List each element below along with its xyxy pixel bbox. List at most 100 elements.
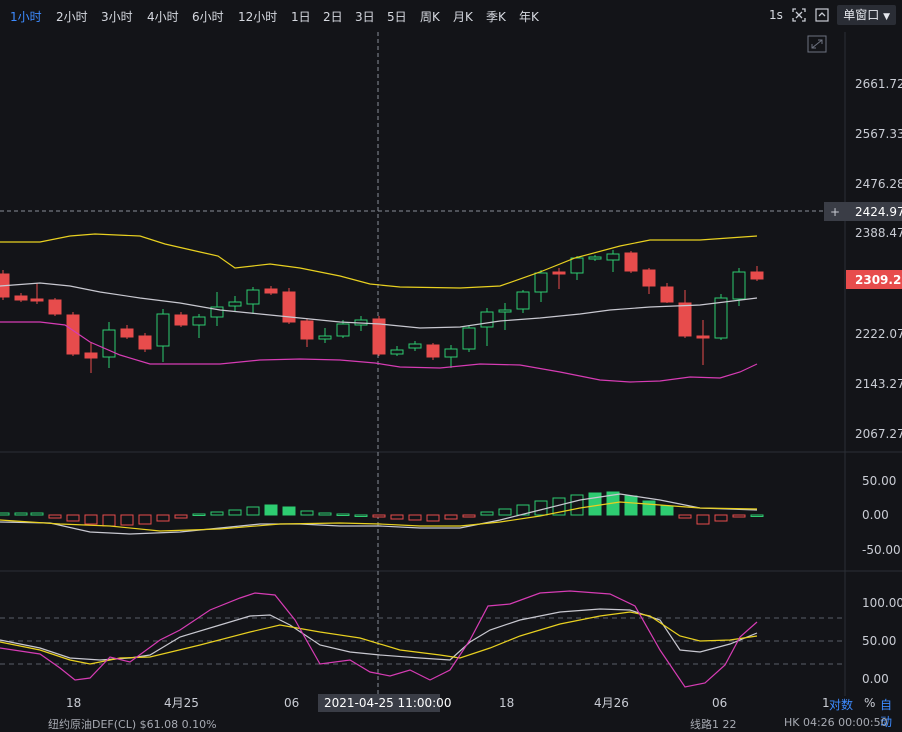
candle-up <box>228 301 242 307</box>
status-clock: HK 04:26 00:00:50 <box>784 716 888 729</box>
tf-3h[interactable]: 3小时 <box>101 10 133 24</box>
macd-bar-positive <box>570 494 584 516</box>
fullscreen-icon[interactable] <box>791 7 807 26</box>
candle-down <box>642 269 656 287</box>
macd-bar-negative <box>426 514 440 522</box>
price-axis-label: 2143.27 <box>855 377 902 391</box>
timeframe-toolbar: 1小时 2小时 3小时 4小时 6小时 12小时 1日 2日 3日 5日 周K … <box>0 0 902 32</box>
plus-icon: + <box>830 205 840 219</box>
percent-scale-toggle[interactable]: % <box>864 696 876 710</box>
macd-dea-line <box>0 501 758 532</box>
candle-down <box>426 344 440 358</box>
candle-down <box>66 314 80 355</box>
candle-down <box>138 335 152 350</box>
candle-up <box>336 323 350 337</box>
time-axis-label: 06 <box>712 696 727 710</box>
bollinger-middle <box>0 282 758 329</box>
macd-bar-positive <box>660 505 674 516</box>
kdj-d-line <box>0 611 758 665</box>
tf-1d[interactable]: 1日 <box>291 10 311 24</box>
macd-bar-positive <box>246 506 260 516</box>
kdj-axis-label: 50.00 <box>862 634 896 648</box>
macd-bar-negative <box>120 514 134 526</box>
macd-bar-positive <box>210 511 224 516</box>
tf-6h[interactable]: 6小时 <box>192 10 224 24</box>
expand-chart-icon[interactable] <box>807 35 827 53</box>
candle-up <box>390 349 404 355</box>
tf-week[interactable]: 周K <box>420 10 440 24</box>
last-price-tag: 2309.23 <box>846 270 902 289</box>
candle-down <box>174 314 188 326</box>
refresh-interval[interactable]: 1s <box>769 8 783 22</box>
log-scale-toggle[interactable]: 对数 <box>829 698 854 712</box>
macd-bar-positive <box>300 510 314 516</box>
tf-3d[interactable]: 3日 <box>355 10 375 24</box>
tf-4h[interactable]: 4小时 <box>147 10 179 24</box>
tf-5d[interactable]: 5日 <box>387 10 407 24</box>
macd-axis-label: -50.00 <box>862 543 901 557</box>
macd-bar-positive <box>498 508 512 516</box>
candle-down <box>696 335 710 339</box>
macd-axis-label: 50.00 <box>862 474 896 488</box>
tf-year[interactable]: 年K <box>519 10 539 24</box>
macd-bar-negative <box>444 514 458 520</box>
price-axis-label: 2567.33 <box>855 127 902 141</box>
macd-bar-negative <box>714 514 728 522</box>
status-line: 线路1 22 <box>690 718 737 731</box>
macd-bar-positive <box>192 513 206 516</box>
kdj-j-line <box>0 590 758 688</box>
window-mode-label: 单窗口 <box>843 8 880 22</box>
macd-bar-negative <box>156 514 170 522</box>
crosshair-time-tag: 2021-04-25 11:00:00 <box>318 694 451 712</box>
time-axis-label: 18 <box>499 696 514 710</box>
macd-bar-negative <box>102 514 116 527</box>
tf-month[interactable]: 月K <box>453 10 473 24</box>
macd-bar-negative <box>174 514 188 519</box>
macd-bar-negative <box>48 514 62 519</box>
candle-up <box>102 329 116 358</box>
price-axis-label: 2476.28 <box>855 177 902 191</box>
bollinger-upper <box>0 233 758 289</box>
kdj-axis-label: 100.00 <box>862 596 902 610</box>
candle-up <box>318 335 332 340</box>
tf-2h[interactable]: 2小时 <box>56 10 88 24</box>
candle-down <box>120 328 134 338</box>
tf-2d[interactable]: 2日 <box>323 10 343 24</box>
macd-bar-positive <box>624 495 638 516</box>
macd-bar-negative <box>138 514 152 525</box>
collapse-icon[interactable] <box>814 7 830 26</box>
status-ticker: 纽约原油DEF(CL) $61.08 0.10% <box>48 718 217 731</box>
candle-up <box>570 257 584 274</box>
price-axis-label: 2661.72 <box>855 77 902 91</box>
candle-down <box>372 318 386 355</box>
last-price-label: 2309.23 <box>855 273 902 287</box>
tf-quarter[interactable]: 季K <box>486 10 506 24</box>
candle-up <box>192 316 206 326</box>
macd-bar-positive <box>228 509 242 516</box>
candle-down <box>660 286 674 303</box>
candle-down <box>264 288 278 294</box>
bollinger-lower <box>0 321 758 383</box>
candle-down <box>14 295 28 301</box>
time-axis-label: 06 <box>284 696 299 710</box>
candle-up <box>498 309 512 313</box>
candle-up <box>480 311 494 328</box>
time-axis-label: 18 <box>66 696 81 710</box>
tf-12h[interactable]: 12小时 <box>238 10 278 24</box>
macd-bar-positive <box>264 504 278 516</box>
candle-up <box>534 272 548 293</box>
crosshair-price-tag: + 2424.97 <box>824 202 902 221</box>
macd-bar-positive <box>318 512 332 516</box>
window-mode-dropdown[interactable]: 单窗口 ▼ <box>837 5 896 25</box>
candle-down <box>300 320 314 340</box>
tf-1h[interactable]: 1小时 <box>10 10 42 24</box>
macd-bar-negative <box>678 514 692 519</box>
macd-bar-negative <box>372 514 386 518</box>
macd-bar-negative <box>462 514 476 518</box>
macd-axis-label: 0.00 <box>862 508 889 522</box>
candle-up <box>516 291 530 310</box>
candle-up <box>606 253 620 261</box>
macd-bar-negative <box>732 514 746 518</box>
chevron-down-icon: ▼ <box>883 12 890 22</box>
